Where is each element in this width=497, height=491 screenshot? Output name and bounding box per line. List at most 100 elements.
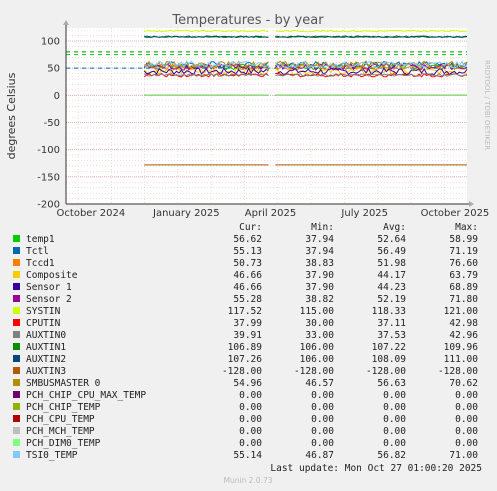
series-line-composite (275, 66, 468, 76)
y-axis-label: degrees Celsius (5, 72, 18, 159)
legend-label-auxtin0: AUXTIN0 (26, 330, 66, 341)
legend-min-value: 0.00 (311, 426, 334, 437)
legend-max-value: 63.79 (449, 270, 478, 281)
legend-swatch-sensor-1 (13, 283, 20, 290)
legend-min-value: 33.00 (305, 330, 334, 341)
legend-max-value: 71.00 (449, 450, 478, 461)
legend-max-value: 0.00 (455, 390, 478, 401)
chart-title: Temperatures - by year (171, 13, 324, 28)
legend-min-value: 0.00 (311, 438, 334, 449)
x-tick-label: April 2025 (245, 208, 296, 219)
legend-header: Avg: (383, 222, 406, 233)
legend-cur-value: -128.00 (222, 366, 262, 377)
legend-min-value: 37.90 (305, 282, 334, 293)
legend-avg-value: 0.00 (383, 402, 406, 413)
legend-min-value: 37.94 (305, 234, 334, 245)
last-update: Last update: Mon Oct 27 01:00:20 2025 (270, 463, 482, 474)
y-tick-label: -100 (37, 145, 60, 156)
legend-cur-value: 37.99 (233, 318, 262, 329)
legend-swatch-pch-chip-temp (13, 403, 20, 410)
legend-label-pch-dim0-temp: PCH_DIM0_TEMP (26, 438, 101, 449)
legend-label-pch-cpu-temp: PCH_CPU_TEMP (26, 414, 95, 425)
legend-min-value: 37.94 (305, 246, 334, 257)
legend-swatch-systin (13, 307, 20, 314)
legend-min-value: 0.00 (311, 414, 334, 425)
y-tick-label: 50 (47, 64, 60, 75)
y-tick-label: 0 (54, 91, 60, 102)
legend-avg-value: 44.23 (377, 282, 406, 293)
legend-swatch-auxtin2 (13, 355, 20, 362)
x-axis-arrow (469, 201, 474, 207)
legend-cur-value: 55.14 (233, 450, 262, 461)
series-line-auxtin0 (275, 72, 468, 77)
series-line-tsi0-temp (274, 60, 468, 69)
legend-min-value: 37.90 (305, 270, 334, 281)
legend-max-value: 0.00 (455, 414, 478, 425)
legend-min-value: 46.57 (305, 378, 334, 389)
legend-label-smbusmaster-0: SMBUSMASTER 0 (26, 378, 101, 389)
legend-label-composite: Composite (26, 270, 78, 281)
legend-label-auxtin1: AUXTIN1 (26, 342, 66, 353)
legend-swatch-pch-chip-cpu-max-temp (13, 391, 20, 398)
legend-avg-value: 0.00 (383, 414, 406, 425)
legend-min-value: 106.00 (300, 342, 335, 353)
series-line-sensor-1 (143, 67, 269, 75)
legend-cur-value: 55.13 (233, 246, 262, 257)
legend-avg-value: -128.00 (366, 366, 406, 377)
series-lines (143, 29, 468, 166)
legend-cur-value: 39.91 (233, 330, 262, 341)
x-tick-label: January 2025 (152, 208, 220, 219)
x-tick-label: July 2025 (340, 208, 388, 219)
legend-swatch-pch-mch-temp (13, 427, 20, 434)
legend-header: Max: (455, 222, 478, 233)
legend-label-sensor-1: Sensor 1 (26, 282, 72, 293)
legend-avg-value: 107.22 (372, 342, 406, 353)
legend-avg-value: 44.17 (377, 270, 406, 281)
legend-label-auxtin3: AUXTIN3 (26, 366, 66, 377)
series-line-smbusmaster-0 (274, 60, 468, 69)
legend-cur-value: 0.00 (239, 402, 262, 413)
legend-label-tsi0-temp: TSI0_TEMP (26, 450, 78, 461)
legend-label-pch-chip-cpu-max-temp: PCH_CHIP_CPU_MAX_TEMP (26, 390, 146, 401)
legend-cur-value: 0.00 (239, 438, 262, 449)
legend-max-value: 58.99 (449, 234, 478, 245)
legend-cur-value: 54.96 (233, 378, 262, 389)
munin-version: Munin 2.0.73 (223, 476, 272, 485)
legend-swatch-tctl (13, 247, 20, 254)
legend-avg-value: 118.33 (372, 306, 406, 317)
legend-min-value: 46.87 (305, 450, 334, 461)
legend-swatch-auxtin0 (13, 331, 20, 338)
legend-cur-value: 117.52 (228, 306, 262, 317)
legend-max-value: 42.96 (449, 330, 478, 341)
legend-label-sensor-2: Sensor 2 (26, 294, 72, 305)
legend-avg-value: 0.00 (383, 390, 406, 401)
legend-cur-value: 46.66 (233, 282, 262, 293)
legend-max-value: 109.96 (444, 342, 479, 353)
legend-header: Cur: (239, 222, 262, 233)
legend-avg-value: 52.64 (377, 234, 406, 245)
legend-header: Min: (311, 222, 334, 233)
x-tick-label: October 2025 (421, 208, 490, 219)
legend-max-value: 0.00 (455, 438, 478, 449)
legend-swatch-temp1 (13, 235, 20, 242)
series-line-auxtin2 (144, 35, 269, 38)
y-tick-label: 100 (41, 37, 60, 48)
legend-cur-value: 0.00 (239, 414, 262, 425)
legend-min-value: 0.00 (311, 402, 334, 413)
legend-avg-value: 51.98 (377, 258, 406, 269)
y-tick-label: -200 (37, 200, 60, 211)
rrdtool-credit: RRDTOOL / TOBI OETIKER (483, 60, 491, 150)
legend-swatch-smbusmaster-0 (13, 379, 20, 386)
legend-swatch-auxtin3 (13, 367, 20, 374)
legend-cur-value: 107.26 (228, 354, 263, 365)
legend-swatch-auxtin1 (13, 343, 20, 350)
x-tick-label: October 2024 (57, 208, 126, 219)
legend-label-temp1: temp1 (26, 234, 55, 245)
series-line-systin (275, 29, 468, 33)
legend-cur-value: 0.00 (239, 426, 262, 437)
legend-avg-value: 56.63 (377, 378, 406, 389)
legend-avg-value: 52.19 (377, 294, 406, 305)
legend-label-auxtin2: AUXTIN2 (26, 354, 66, 365)
legend-max-value: 68.89 (449, 282, 478, 293)
